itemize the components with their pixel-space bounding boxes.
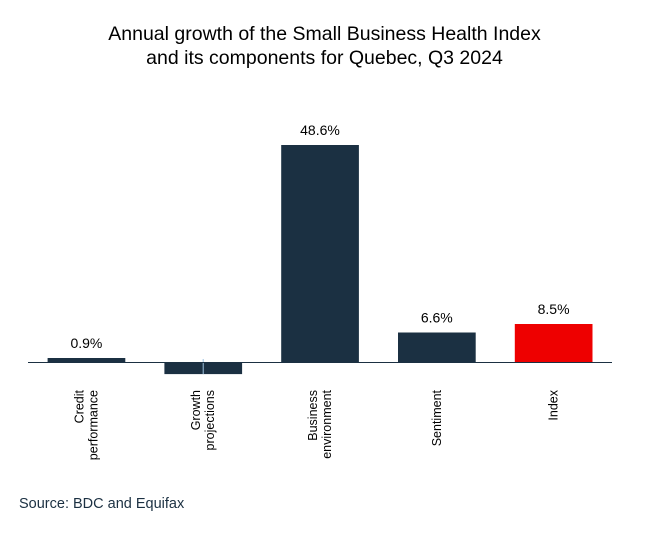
category-label: Index <box>547 389 561 420</box>
category-label-line: performance <box>86 390 100 460</box>
category-label-line: projections <box>203 390 217 450</box>
category-label: Growthprojections <box>189 390 217 450</box>
category-label-line: environment <box>320 389 334 458</box>
data-label: 0.9% <box>70 335 102 351</box>
chart-title-line-1: Annual growth of the Small Business Heal… <box>108 23 541 45</box>
data-labels-group: 0.9% 48.6% 6.6% 8.5% <box>70 122 569 351</box>
data-label: 8.5% <box>538 301 570 317</box>
category-label-line: Growth <box>189 390 203 430</box>
category-labels-group: Creditperformance Growthprojections Busine… <box>72 389 560 460</box>
category-label-line: Sentiment <box>430 389 444 446</box>
bar-business-environment <box>281 145 359 362</box>
chart-title-line-2: and its components for Quebec, Q3 2024 <box>146 47 503 69</box>
category-label-line: Business <box>306 390 320 441</box>
category-label: Businessenvironment <box>306 389 334 458</box>
chart-title: Annual growth of the Small Business Heal… <box>0 22 649 70</box>
data-label: 6.6% <box>421 310 453 326</box>
category-label-line: Index <box>547 389 561 420</box>
source-note: Source: BDC and Equifax <box>19 496 185 512</box>
bars-group <box>47 145 593 375</box>
data-label: 48.6% <box>300 122 340 138</box>
category-label: Sentiment <box>430 389 444 446</box>
category-label: Creditperformance <box>72 389 100 460</box>
bar-sentiment <box>398 332 476 362</box>
bar-credit-performance <box>47 358 126 362</box>
bar-index <box>514 324 593 362</box>
category-label-line: Credit <box>72 389 86 423</box>
